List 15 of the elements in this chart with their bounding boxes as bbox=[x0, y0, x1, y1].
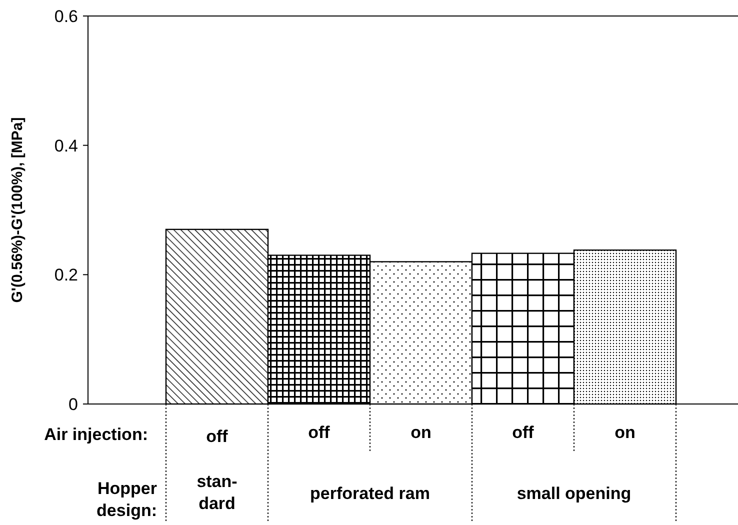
y-tick-label: 0.2 bbox=[54, 266, 78, 285]
x-tick-label: off bbox=[512, 423, 534, 442]
y-axis-title: G'(0.56%)-G'(100%), [MPa] bbox=[9, 117, 26, 303]
x-tick-label: on bbox=[614, 423, 636, 442]
text: perforated ram bbox=[310, 484, 430, 503]
y-tick-label: 0 bbox=[68, 394, 78, 414]
text: stan- dard bbox=[196, 472, 238, 513]
y-tick-label: 0.4 bbox=[54, 136, 78, 156]
text: small opening bbox=[516, 484, 632, 503]
y-tick-label: 0.6 bbox=[54, 6, 78, 26]
x-tick-label: off bbox=[206, 427, 228, 446]
x-tick-label: on bbox=[410, 423, 432, 442]
x-tick-label: off bbox=[308, 423, 330, 442]
text: Air injection: bbox=[44, 425, 148, 444]
text: Hopper design: bbox=[96, 479, 158, 520]
